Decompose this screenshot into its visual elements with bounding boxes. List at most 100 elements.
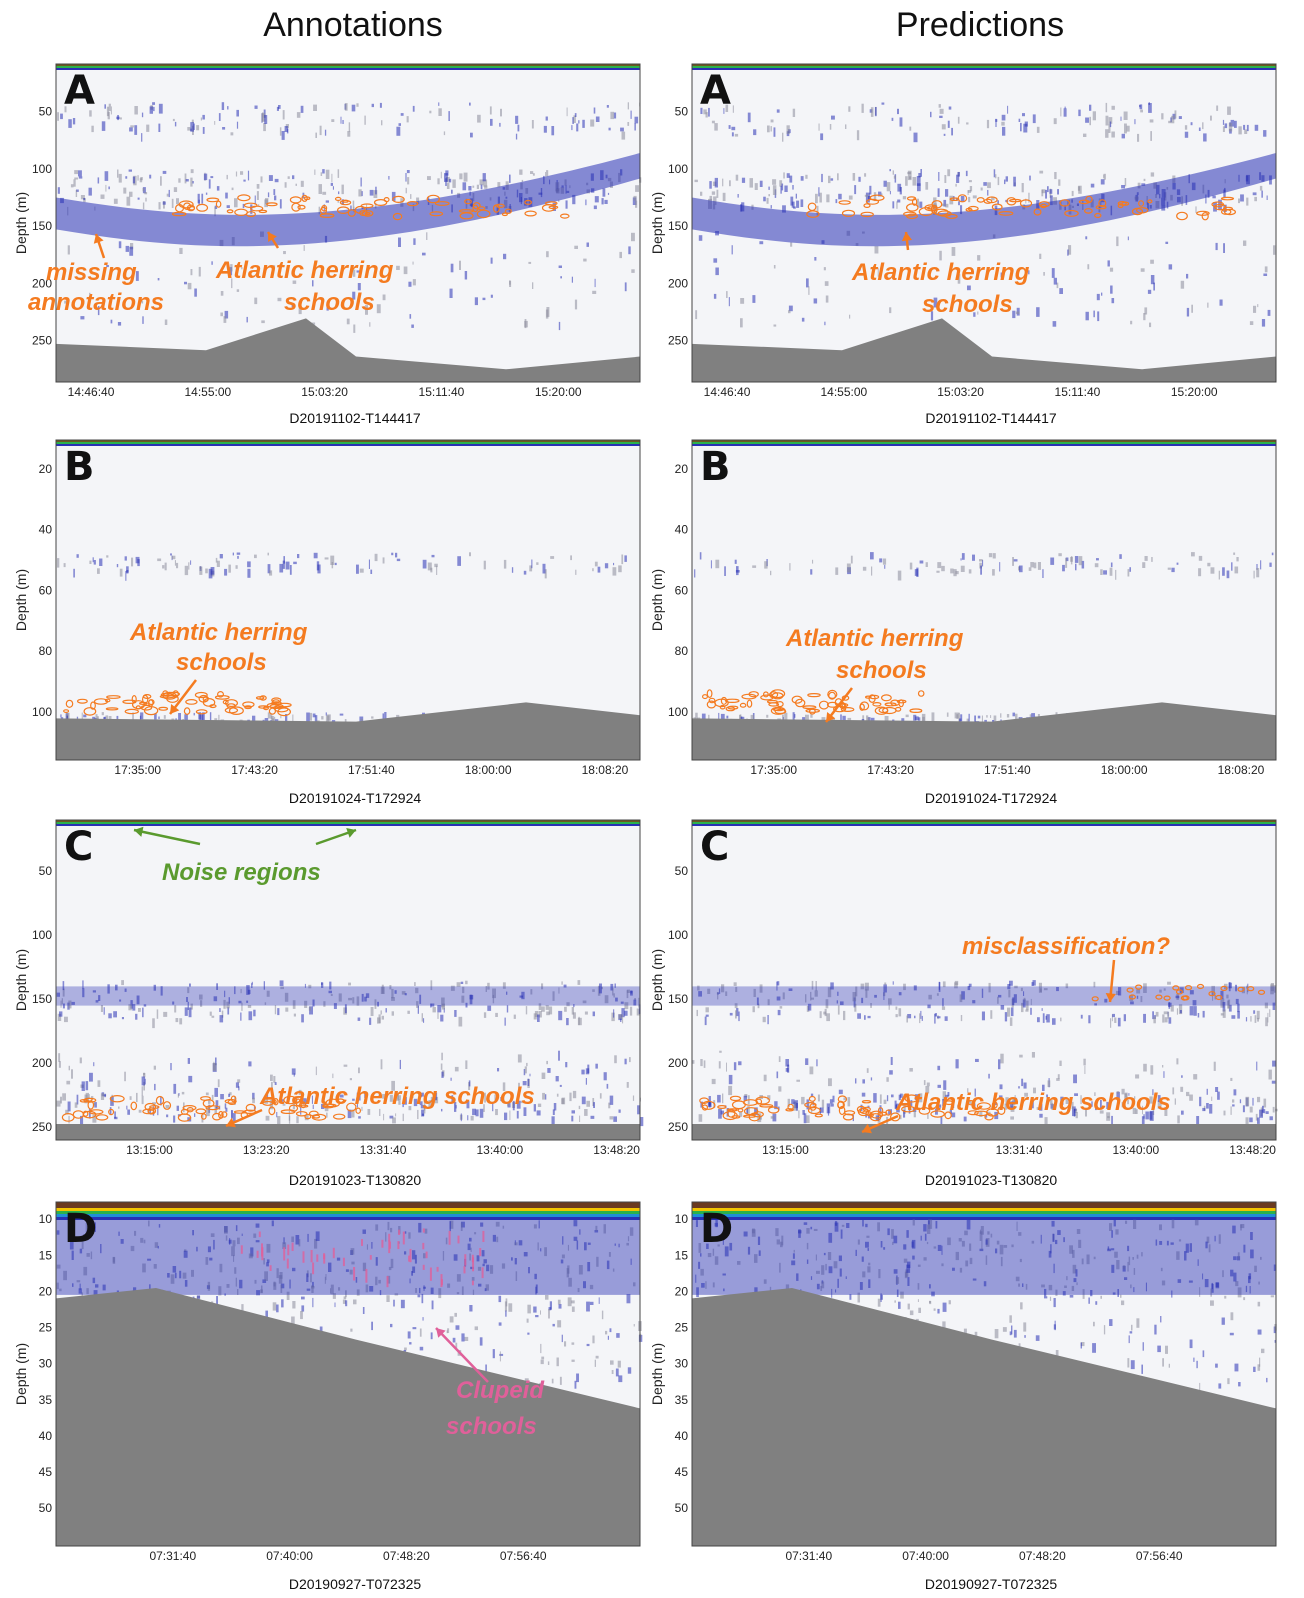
y-tick-label: 100: [32, 928, 52, 942]
annotation-label: Atlantic herring: [215, 257, 394, 284]
x-tick-label: 15:11:40: [1055, 385, 1101, 399]
annotation-label: schools: [446, 1413, 537, 1440]
annotation-label: schools: [922, 291, 1013, 318]
y-tick-label: 50: [675, 864, 689, 878]
x-tick-label: 13:15:00: [126, 1143, 173, 1157]
echogram-panel-d-right: 10 15 20 25 30 35 40 45 50 07:31:40 07:40:00 07:48:…: [650, 1196, 1290, 1596]
y-tick-label: 35: [39, 1393, 53, 1407]
y-tick-label: 100: [668, 705, 688, 719]
y-axis-label: Depth (m): [14, 1343, 29, 1405]
panel-letter: B: [700, 444, 731, 490]
x-tick-label: 14:55:00: [820, 385, 867, 399]
y-tick-label: 15: [675, 1248, 689, 1262]
seafloor: [56, 1288, 640, 1546]
predictions-column-title: Predictions: [895, 6, 1065, 44]
annotation-label: Clupeid: [456, 1377, 545, 1404]
y-tick-label: 20: [675, 1284, 689, 1298]
x-tick-label: 15:11:40: [419, 385, 465, 399]
y-tick-label: 50: [39, 105, 53, 119]
x-tick-label: 17:43:20: [867, 763, 914, 777]
annotation-arrow: [133, 828, 201, 846]
x-tick-label: 13:40:00: [476, 1143, 523, 1157]
y-tick-label: 40: [39, 1429, 53, 1443]
y-tick-label: 150: [32, 219, 52, 233]
y-tick-label: 200: [32, 1056, 52, 1070]
y-axis-label: Depth (m): [14, 192, 29, 254]
annotation-label: schools: [176, 649, 267, 676]
y-tick-label: 15: [39, 1248, 53, 1262]
y-axis-label: Depth (m): [14, 949, 29, 1011]
y-tick-label: 100: [32, 162, 52, 176]
y-axis-label: Depth (m): [650, 569, 665, 631]
x-tick-label: 13:48:20: [593, 1143, 640, 1157]
annotation-label: annotations: [28, 289, 164, 316]
seafloor: [56, 1124, 640, 1140]
annotation-label: Atlantic herring: [785, 625, 964, 652]
x-tick-label: 13:40:00: [1112, 1143, 1159, 1157]
y-axis-label: Depth (m): [650, 949, 665, 1011]
y-tick-label: 250: [668, 1120, 688, 1134]
y-tick-label: 10: [675, 1212, 689, 1226]
x-tick-label: 15:20:00: [535, 385, 582, 399]
echogram-svg: 10 15 20 25 30 35 40 45 50 07:31:40 07:40:00 07:48:…: [650, 1201, 1277, 1563]
panel-letter: A: [64, 68, 95, 114]
echogram-panel-c-right: 50 100 150 200 250 13:15:00 13:23:20 13:31:40 13…: [650, 814, 1290, 1192]
x-tick-label: 07:31:40: [149, 1549, 196, 1563]
x-tick-label: 18:08:20: [1218, 763, 1265, 777]
x-tick-label: 17:43:20: [231, 763, 278, 777]
y-tick-label: 200: [668, 276, 688, 290]
y-tick-label: 100: [32, 705, 52, 719]
echogram-svg: 50 100 150 200 250 14:46:40 14:55:00 15:03:20 15…: [14, 63, 642, 399]
annotation-label: Atlantic herring schools: [259, 1083, 535, 1110]
x-tick-label: 07:48:20: [383, 1549, 430, 1563]
y-tick-label: 250: [32, 334, 52, 348]
panel-letter: B: [64, 444, 95, 490]
panel-letter: C: [700, 824, 729, 870]
x-tick-label: 15:03:20: [937, 385, 984, 399]
y-tick-label: 35: [675, 1393, 689, 1407]
echogram-panel-b-right: 20 40 60 80 100 17:35:00 17:43:20 17:51:40 18:00…: [650, 432, 1290, 810]
x-tick-label: 13:23:20: [243, 1143, 290, 1157]
y-tick-label: 30: [39, 1357, 53, 1371]
annotation-label: Atlantic herring: [851, 259, 1030, 286]
recording-filename: D20191024-T172924: [288, 790, 422, 806]
recording-filename: D20190927-T072325: [924, 1576, 1058, 1592]
panel-letter: C: [64, 824, 93, 870]
x-tick-label: 17:35:00: [750, 763, 797, 777]
y-tick-label: 50: [675, 105, 689, 119]
x-tick-label: 14:46:40: [68, 385, 115, 399]
seafloor: [692, 318, 1276, 382]
panel-letter: D: [700, 1206, 733, 1252]
y-tick-label: 40: [675, 1429, 689, 1443]
recording-filename: D20191102-T144417: [289, 410, 421, 426]
y-tick-label: 80: [675, 644, 689, 658]
x-tick-label: 13:23:20: [879, 1143, 926, 1157]
echogram-svg: 20 40 60 80 100 17:35:00 17:43:20 17:51:40 18:00…: [650, 439, 1277, 777]
x-tick-label: 07:56:40: [500, 1549, 547, 1563]
x-tick-label: 07:56:40: [1136, 1549, 1183, 1563]
x-tick-label: 17:51:40: [984, 763, 1031, 777]
y-tick-label: 50: [39, 1501, 53, 1515]
y-tick-label: 45: [39, 1465, 53, 1479]
x-tick-label: 17:35:00: [114, 763, 161, 777]
annotations-column-title: Annotations: [263, 6, 443, 44]
seafloor: [56, 702, 640, 760]
seafloor: [692, 702, 1276, 760]
panel-letter: A: [700, 68, 731, 114]
x-tick-label: 13:31:40: [996, 1143, 1043, 1157]
y-tick-label: 150: [32, 992, 52, 1006]
recording-filename: D20191102-T144417: [925, 410, 1057, 426]
y-tick-label: 150: [668, 219, 688, 233]
echogram-panel-d-left: 10 15 20 25 30 35 40 45 50 07:31:40 07:40:00 07:48:…: [14, 1196, 654, 1596]
echogram-svg: 50 100 150 200 250 14:46:40 14:55:00 15:03:20 15…: [650, 63, 1277, 399]
water-column: [692, 820, 1276, 1140]
y-tick-label: 40: [39, 523, 53, 537]
x-tick-label: 18:08:20: [582, 763, 629, 777]
annotation-label: missing: [46, 259, 137, 286]
y-tick-label: 60: [675, 583, 689, 597]
x-tick-label: 17:51:40: [348, 763, 395, 777]
annotation-label: Atlantic herring schools: [895, 1089, 1171, 1116]
y-tick-label: 25: [39, 1321, 53, 1335]
water-column: [56, 820, 640, 1140]
y-tick-label: 20: [675, 462, 689, 476]
